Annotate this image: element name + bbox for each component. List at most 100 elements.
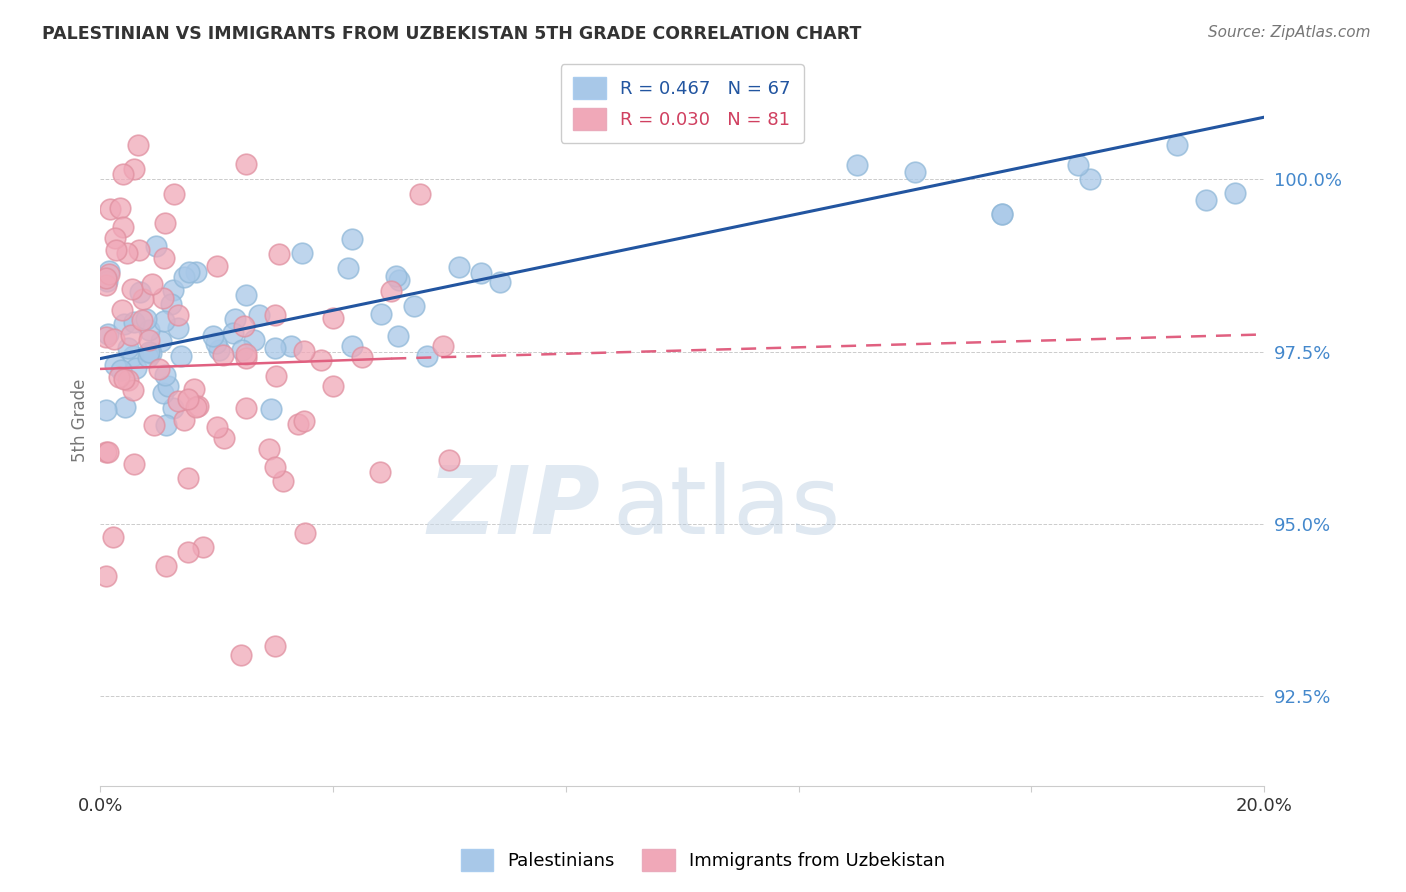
- Point: [148, 361, 170, 376]
- Point: [167, 394, 190, 409]
- Point: [138, 345, 160, 359]
- Point: [235, 401, 257, 416]
- Point: [449, 260, 471, 274]
- Point: [112, 318, 135, 332]
- Point: [104, 231, 127, 245]
- Point: [214, 431, 236, 445]
- Point: [163, 187, 186, 202]
- Point: [152, 385, 174, 400]
- Point: [176, 471, 198, 485]
- Point: [112, 372, 135, 386]
- Point: [138, 323, 160, 337]
- Point: [235, 347, 257, 361]
- Point: [160, 297, 183, 311]
- Point: [152, 291, 174, 305]
- Point: [991, 207, 1014, 221]
- Point: [141, 277, 163, 291]
- Point: [167, 308, 190, 322]
- Point: [352, 350, 374, 364]
- Point: [128, 243, 150, 257]
- Point: [340, 339, 363, 353]
- Point: [122, 349, 145, 363]
- Point: [170, 349, 193, 363]
- Point: [388, 273, 411, 287]
- Point: [138, 333, 160, 347]
- Point: [155, 417, 177, 432]
- Point: [404, 299, 426, 313]
- Point: [1078, 172, 1101, 186]
- Point: [96, 278, 118, 293]
- Point: [153, 368, 176, 383]
- Point: [157, 379, 180, 393]
- Point: [131, 313, 153, 327]
- Point: [1223, 186, 1246, 200]
- Point: [173, 413, 195, 427]
- Point: [489, 275, 512, 289]
- Point: [127, 137, 149, 152]
- Point: [409, 186, 432, 201]
- Point: [173, 269, 195, 284]
- Point: [292, 414, 315, 428]
- Point: [264, 639, 287, 653]
- Point: [205, 336, 228, 351]
- Text: atlas: atlas: [613, 462, 841, 554]
- Point: [155, 558, 177, 573]
- Point: [235, 288, 257, 302]
- Point: [271, 475, 294, 489]
- Point: [122, 457, 145, 471]
- Point: [108, 202, 131, 216]
- Text: Source: ZipAtlas.com: Source: ZipAtlas.com: [1208, 25, 1371, 40]
- Point: [904, 165, 927, 179]
- Point: [136, 351, 159, 365]
- Point: [98, 268, 121, 282]
- Point: [152, 314, 174, 328]
- Point: [260, 401, 283, 416]
- Point: [322, 310, 344, 325]
- Point: [96, 568, 118, 582]
- Point: [264, 341, 287, 355]
- Y-axis label: 5th Grade: 5th Grade: [72, 379, 89, 462]
- Point: [205, 420, 228, 434]
- Point: [222, 326, 245, 341]
- Point: [311, 353, 333, 368]
- Point: [235, 351, 257, 365]
- Point: [125, 361, 148, 376]
- Point: [103, 332, 125, 346]
- Point: [135, 311, 157, 326]
- Point: [212, 347, 235, 361]
- Point: [193, 541, 215, 555]
- Point: [235, 157, 257, 171]
- Legend: R = 0.467   N = 67, R = 0.030   N = 81: R = 0.467 N = 67, R = 0.030 N = 81: [561, 64, 804, 143]
- Point: [439, 453, 461, 467]
- Point: [162, 283, 184, 297]
- Point: [128, 285, 150, 300]
- Point: [470, 266, 492, 280]
- Point: [183, 382, 205, 396]
- Point: [322, 379, 344, 393]
- Point: [291, 245, 314, 260]
- Point: [432, 339, 454, 353]
- Point: [294, 526, 316, 541]
- Point: [115, 246, 138, 260]
- Point: [187, 399, 209, 413]
- Point: [100, 202, 122, 216]
- Point: [110, 362, 132, 376]
- Point: [224, 312, 246, 326]
- Point: [179, 264, 201, 278]
- Point: [96, 270, 118, 285]
- Point: [132, 292, 155, 306]
- Text: ZIP: ZIP: [427, 462, 600, 554]
- Point: [416, 349, 439, 363]
- Point: [152, 251, 174, 265]
- Point: [387, 328, 409, 343]
- Point: [267, 247, 290, 261]
- Point: [337, 261, 360, 276]
- Point: [384, 268, 406, 283]
- Point: [201, 329, 224, 343]
- Point: [105, 244, 128, 258]
- Point: [96, 403, 118, 417]
- Point: [149, 334, 172, 349]
- Point: [122, 314, 145, 328]
- Point: [233, 318, 256, 333]
- Point: [380, 284, 402, 298]
